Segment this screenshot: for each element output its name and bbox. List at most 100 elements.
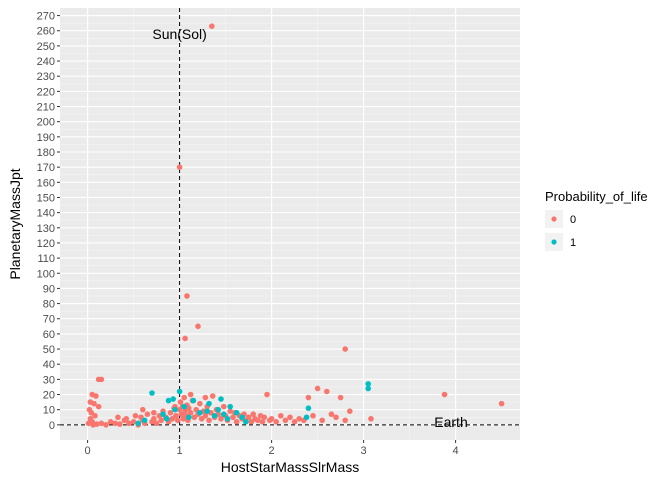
data-point-series-0 bbox=[158, 417, 164, 424]
data-point-series-0 bbox=[282, 417, 289, 424]
data-point-series-1 bbox=[181, 403, 187, 410]
data-point-series-0 bbox=[151, 415, 157, 422]
panel-background bbox=[60, 8, 520, 440]
data-point-series-0 bbox=[230, 414, 236, 421]
x-tick-label: 3 bbox=[361, 445, 367, 457]
data-point-series-0 bbox=[273, 419, 280, 425]
data-point-series-0 bbox=[209, 23, 215, 29]
legend-label-1: 1 bbox=[570, 237, 576, 249]
data-point-series-1 bbox=[218, 396, 224, 402]
x-tick-label: 1 bbox=[177, 445, 183, 457]
y-tick-label: 110 bbox=[37, 253, 55, 265]
data-point-series-0 bbox=[98, 420, 105, 427]
data-point-series-0 bbox=[112, 420, 118, 427]
reference-lines bbox=[60, 8, 520, 440]
data-point-series-1 bbox=[186, 414, 192, 421]
y-tick-label: 0 bbox=[49, 420, 55, 432]
data-point-series-0 bbox=[107, 419, 114, 425]
y-tick-label: 150 bbox=[37, 192, 55, 204]
data-point-series-0 bbox=[296, 415, 303, 422]
y-tick-label: 20 bbox=[43, 390, 55, 402]
data-point-series-0 bbox=[167, 409, 174, 416]
data-point-series-0 bbox=[123, 415, 130, 422]
data-point-series-0 bbox=[93, 393, 99, 399]
data-point-series-0 bbox=[195, 323, 201, 330]
data-point-series-0 bbox=[333, 414, 339, 421]
data-point-series-0 bbox=[186, 405, 192, 411]
data-point-series-0 bbox=[337, 394, 344, 401]
data-point-series-1 bbox=[305, 405, 312, 411]
y-tick-label: 250 bbox=[37, 41, 55, 53]
data-point-series-1 bbox=[303, 414, 310, 421]
data-point-series-0 bbox=[103, 422, 109, 428]
data-point-series-0 bbox=[177, 399, 184, 405]
x-tick-label: 0 bbox=[85, 445, 91, 457]
legend-key-0 bbox=[551, 216, 557, 222]
data-point-series-0 bbox=[368, 415, 374, 422]
data-point-series-1 bbox=[206, 400, 212, 407]
y-axis-title: PlanetaryMassJpt bbox=[7, 168, 23, 279]
data-point-series-1 bbox=[135, 420, 141, 427]
data-point-series-1 bbox=[224, 415, 231, 422]
data-point-series-0 bbox=[202, 412, 209, 419]
data-point-series-0 bbox=[153, 420, 160, 427]
data-points bbox=[85, 23, 505, 428]
x-axis-title: HostStarMassSlrMass bbox=[221, 459, 359, 475]
data-point-series-1 bbox=[365, 385, 372, 392]
data-point-series-1 bbox=[190, 397, 197, 404]
data-point-series-0 bbox=[95, 403, 102, 410]
y-tick-label: 80 bbox=[43, 299, 55, 311]
data-point-series-0 bbox=[198, 415, 205, 422]
data-point-series-0 bbox=[209, 393, 216, 399]
data-point-series-0 bbox=[182, 335, 188, 342]
data-point-series-0 bbox=[174, 417, 181, 424]
data-point-series-0 bbox=[169, 415, 176, 422]
data-point-series-0 bbox=[98, 376, 105, 383]
legend: Probability_of_life 0 1 bbox=[545, 189, 648, 251]
data-point-series-1 bbox=[220, 411, 227, 418]
data-point-series-0 bbox=[126, 420, 132, 427]
y-axis: 0 10 20 30 40 50 60 70 80 90 100 110 120 130 140 150 160… bbox=[37, 11, 60, 432]
data-point-series-1 bbox=[163, 415, 170, 422]
data-point-series-1 bbox=[149, 390, 155, 396]
data-point-series-0 bbox=[233, 419, 240, 425]
y-tick-label: 60 bbox=[43, 329, 55, 341]
y-tick-label: 200 bbox=[37, 117, 55, 129]
data-point-series-0 bbox=[227, 408, 233, 415]
annotations: Sun(Sol) Earth bbox=[152, 26, 467, 430]
data-point-series-1 bbox=[141, 417, 148, 424]
data-point-series-1 bbox=[204, 408, 210, 415]
grid-minor bbox=[60, 8, 520, 440]
y-tick-label: 190 bbox=[37, 132, 55, 144]
y-tick-label: 160 bbox=[37, 177, 55, 189]
data-point-series-1 bbox=[211, 412, 218, 419]
data-point-series-0 bbox=[291, 419, 298, 425]
data-point-series-1 bbox=[233, 409, 240, 416]
y-tick-label: 170 bbox=[37, 162, 55, 174]
y-tick-label: 230 bbox=[37, 71, 55, 83]
y-tick-label: 90 bbox=[43, 283, 55, 295]
data-point-series-0 bbox=[498, 400, 505, 407]
data-point-series-0 bbox=[259, 419, 266, 425]
data-point-series-0 bbox=[184, 293, 190, 299]
data-point-series-1 bbox=[165, 397, 172, 404]
data-point-series-0 bbox=[328, 411, 335, 418]
data-point-series-0 bbox=[181, 394, 187, 401]
data-point-series-1 bbox=[160, 411, 166, 418]
data-point-series-1 bbox=[176, 388, 183, 395]
data-point-series-0 bbox=[144, 411, 151, 418]
y-tick-label: 270 bbox=[37, 11, 55, 23]
data-point-series-0 bbox=[176, 164, 183, 170]
y-tick-label: 10 bbox=[43, 405, 55, 417]
data-point-series-0 bbox=[88, 409, 95, 416]
data-point-series-1 bbox=[170, 396, 176, 402]
data-point-series-0 bbox=[347, 408, 353, 415]
data-point-series-0 bbox=[173, 412, 179, 419]
y-tick-label: 220 bbox=[37, 86, 55, 98]
data-point-series-0 bbox=[151, 409, 157, 416]
data-point-series-0 bbox=[182, 408, 188, 415]
data-point-series-0 bbox=[220, 403, 227, 410]
y-tick-label: 30 bbox=[43, 374, 55, 386]
data-point-series-0 bbox=[187, 409, 194, 416]
